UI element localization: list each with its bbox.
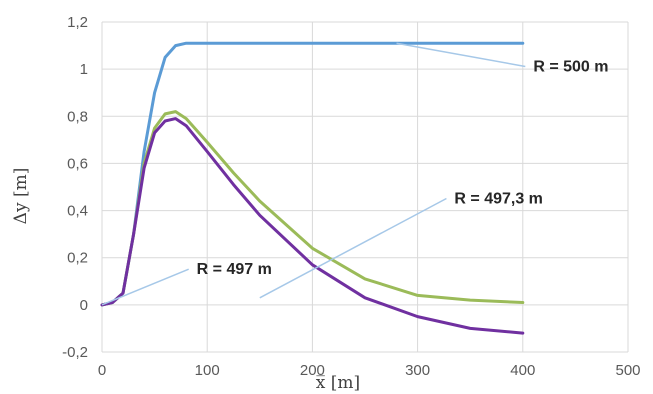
y-tick-label: -0,2 bbox=[62, 344, 88, 361]
annotation-r-497-3-m: R = 497,3 m bbox=[454, 191, 543, 208]
x-tick-label: 200 bbox=[300, 362, 325, 379]
y-tick-label: 0,6 bbox=[67, 155, 88, 172]
x-tick-label: 0 bbox=[98, 362, 106, 379]
series-layer bbox=[100, 41, 525, 335]
x-tick-label: 100 bbox=[195, 362, 220, 379]
annotation-labels: R = 500 m R = 497,3 m R = 497 m bbox=[197, 59, 609, 279]
annotation-r-500-m: R = 500 m bbox=[533, 59, 608, 76]
y-tick-label: 1,2 bbox=[67, 14, 88, 31]
y-tick-label: 0,2 bbox=[67, 250, 88, 267]
annotation-leader-r-497-3-m bbox=[259, 197, 447, 299]
x-tick-label: 500 bbox=[615, 362, 640, 379]
y-tick-label: 1 bbox=[80, 61, 88, 78]
grid bbox=[101, 21, 629, 353]
annotation-leader-lines bbox=[101, 42, 526, 306]
y-tick-label: 0 bbox=[80, 297, 88, 314]
annotation-leader-r-497-m bbox=[101, 268, 189, 306]
x-tick-label: 300 bbox=[405, 362, 430, 379]
annotation-leader-r-500-m bbox=[396, 42, 526, 68]
x-tick-labels: 0 100 200 300 400 500 bbox=[98, 362, 641, 379]
annotation-r-497-m: R = 497 m bbox=[197, 261, 272, 278]
x-axis-label: x̅ [m] bbox=[316, 373, 360, 393]
y-tick-label: 0,8 bbox=[67, 108, 88, 125]
y-tick-labels: -0,2 0 0,2 0,4 0,6 0,8 1 1,2 bbox=[62, 14, 88, 361]
x-tick-label: 400 bbox=[510, 362, 535, 379]
series-line-r-497-m bbox=[100, 117, 525, 335]
y-tick-label: 0,4 bbox=[67, 203, 88, 220]
y-axis-label: Δy [m] bbox=[11, 168, 31, 225]
